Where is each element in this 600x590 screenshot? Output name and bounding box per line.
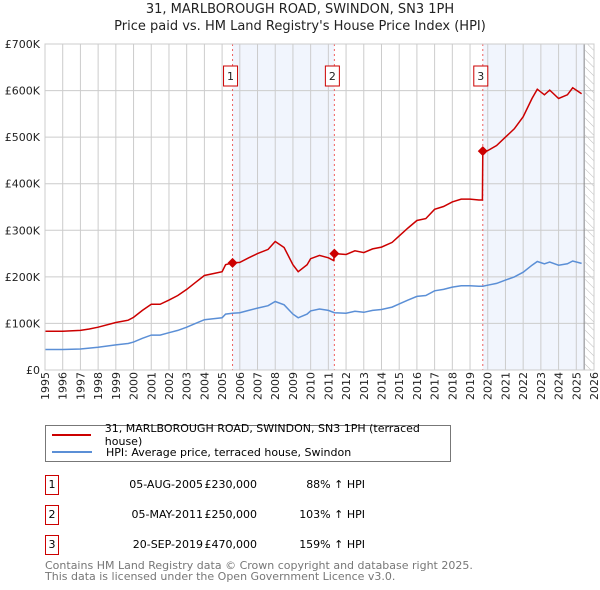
future-hatch: [585, 44, 594, 370]
sale-row: 3 20-SEP-2019 £470,000 159% ↑ HPI: [45, 535, 445, 555]
x-tick-label: 2003: [181, 372, 194, 400]
x-tick-label: 2005: [216, 372, 229, 400]
sale-date: 05-MAY-2011: [131, 508, 203, 521]
sale-marker-number: 3: [477, 70, 484, 83]
x-tick-label: 2001: [145, 372, 158, 400]
x-tick-label: 1999: [110, 372, 123, 400]
sale-point: [477, 146, 488, 157]
sale-price: £230,000: [204, 478, 258, 491]
sale-number: 2: [45, 505, 59, 525]
y-tick-label: £400K: [5, 178, 41, 191]
x-tick-label: 2020: [482, 372, 495, 400]
sale-row: 2 05-MAY-2011 £250,000 103% ↑ HPI: [45, 505, 445, 525]
hpi-line: [45, 260, 582, 351]
licence-note: This data is licensed under the Open Gov…: [45, 570, 396, 583]
x-tick-label: 2024: [553, 372, 566, 400]
legend-label: HPI: Average price, terraced house, Swin…: [106, 445, 352, 459]
sale-row: 1 05-AUG-2005 £230,000 88% ↑ HPI: [45, 475, 445, 495]
sale-marker-number: 1: [227, 70, 234, 83]
sale-date: 20-SEP-2019: [132, 538, 203, 551]
x-tick-label: 2000: [128, 372, 141, 400]
sale-point: [329, 248, 340, 259]
y-tick-label: £100K: [5, 317, 41, 330]
x-tick-label: 2025: [570, 372, 583, 400]
x-tick-label: 2021: [499, 372, 512, 400]
x-tick-label: 2015: [393, 372, 406, 400]
sale-price: £470,000: [204, 538, 258, 551]
x-tick-label: 2022: [517, 372, 530, 400]
footer: Contains HM Land Registry data © Crown c…: [45, 560, 473, 582]
x-tick-label: 1997: [74, 372, 87, 400]
sale-marker-box: [473, 65, 489, 87]
sale-number: 1: [45, 475, 59, 495]
y-tick-label: £300K: [5, 224, 41, 237]
sale-hpi-change: 103% ↑ HPI: [299, 508, 365, 521]
sale-marker-box: [223, 65, 239, 87]
x-tick-label: 2012: [340, 372, 353, 400]
shaded-period: [232, 44, 335, 370]
x-tick-label: 2010: [305, 372, 318, 400]
x-tick-label: 2006: [234, 372, 247, 400]
sale-price: £250,000: [204, 508, 258, 521]
x-tick-label: 1998: [92, 372, 105, 400]
legend-item-property: 31, MARLBOROUGH ROAD, SWINDON, SN3 1PH (…: [52, 422, 450, 448]
y-tick-label: £0: [26, 364, 40, 377]
sale-date: 05-AUG-2005: [129, 478, 203, 491]
x-tick-label: 2017: [429, 372, 442, 400]
shaded-period: [482, 44, 586, 370]
legend-swatch-blue: [52, 451, 92, 453]
y-tick-label: £500K: [5, 131, 41, 144]
sale-hpi-change: 159% ↑ HPI: [299, 538, 365, 551]
y-tick-label: £600K: [5, 85, 41, 98]
chart-subtitle: Price paid vs. HM Land Registry's House …: [114, 19, 486, 34]
x-tick-label: 2013: [358, 372, 371, 400]
x-tick-label: 2014: [375, 372, 388, 400]
legend-label: 31, MARLBOROUGH ROAD, SWINDON, SN3 1PH (…: [104, 422, 420, 448]
chart-title: 31, MARLBOROUGH ROAD, SWINDON, SN3 1PH: [145, 2, 455, 17]
sale-hpi-change: 88% ↑ HPI: [306, 478, 365, 491]
copyright-note: Contains HM Land Registry data © Crown c…: [45, 559, 473, 572]
x-tick-label: 1996: [57, 372, 70, 400]
x-tick-label: 2026: [588, 372, 600, 400]
x-tick-label: 2023: [535, 372, 548, 400]
legend: 31, MARLBOROUGH ROAD, SWINDON, SN3 1PH (…: [45, 422, 451, 462]
x-tick-label: 2016: [411, 372, 424, 400]
x-tick-label: 2019: [464, 372, 477, 400]
plot-area: 1995 1996 1997 1998 1999 2000 2001 2002 2003 2004…: [5, 38, 600, 400]
plot-border: [44, 43, 595, 371]
y-tick-label: £200K: [5, 271, 41, 284]
x-tick-label: 2004: [198, 372, 211, 400]
property-price-line: [45, 86, 583, 333]
x-tick-label: 2002: [163, 372, 176, 400]
legend-item-hpi: HPI: Average price, terraced house, Swin…: [52, 444, 351, 460]
sale-number: 3: [45, 535, 59, 555]
x-tick-label: 2011: [322, 372, 335, 400]
sale-point: [227, 257, 238, 268]
x-tick-label: 1995: [39, 372, 52, 400]
x-tick-label: 2018: [446, 372, 459, 400]
x-tick-label: 2007: [252, 372, 265, 400]
legend-swatch-red: [52, 434, 91, 436]
x-tick-label: 2008: [269, 372, 282, 400]
sale-marker-box: [324, 65, 340, 87]
sale-marker-number: 2: [329, 70, 336, 83]
y-tick-label: £700K: [5, 38, 41, 51]
x-tick-label: 2009: [287, 372, 300, 400]
